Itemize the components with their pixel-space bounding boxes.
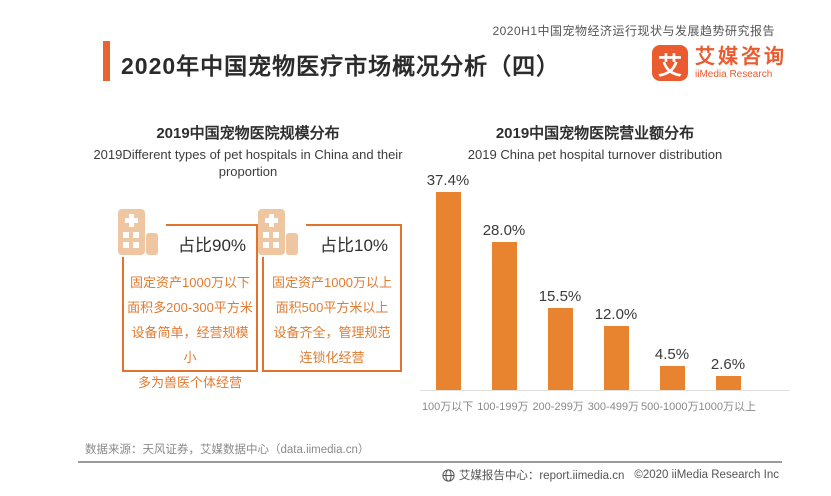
footer-copyright: 艾媒报告中心：report.iimedia.cn ©2020 iiMedia R…	[442, 467, 779, 483]
share-label: 占比10%	[319, 236, 389, 255]
category-label: 200-299万	[532, 401, 584, 413]
card-description-line: 面积多200-300平方米	[127, 300, 253, 315]
bar	[659, 366, 685, 390]
left-panel-title-cn: 2019中国宠物医院规模分布	[156, 125, 340, 142]
hospital-type-card-90pct: 占比90% 固定资产1000万以下 面积多200-300平方米 设备简单，经营规…	[118, 209, 258, 390]
x-axis-line	[420, 390, 790, 391]
imedia-logo-icon: 艾	[652, 45, 688, 81]
bar-value-label: 15.5%	[538, 288, 582, 305]
page-title: 2020年中国宠物医疗市场概况分析（四）	[121, 53, 561, 79]
hospital-type-card-10pct: 占比10% 固定资产1000万以上 面积500平方米以上 设备齐全，管理规范 连…	[258, 209, 402, 372]
title-accent-bar	[103, 41, 110, 81]
hospital-building-icon	[256, 209, 300, 259]
bar-group: 28.0%	[476, 222, 532, 390]
card-description-line: 多为兽医个体经营	[137, 375, 242, 390]
card-border	[166, 224, 258, 226]
card-description: 固定资产1000万以上 面积500平方米以上 设备齐全，管理规范 连锁化经营	[266, 270, 398, 370]
imedia-logo: 艾 艾媒咨询 iiMedia Research	[652, 45, 787, 81]
card-border	[262, 370, 402, 372]
turnover-bar-chart: 37.4% 28.0% 15.5% 12.0% 4.5% 2.6%	[420, 172, 756, 390]
bar-value-label: 37.4%	[426, 172, 470, 189]
bar-value-label: 12.0%	[594, 306, 638, 323]
card-description-line: 面积500平方米以上	[275, 300, 389, 315]
card-border	[262, 257, 264, 372]
card-border	[122, 257, 124, 372]
bar-group: 15.5%	[532, 288, 588, 390]
bar-group: 2.6%	[700, 356, 756, 390]
bar-value-label: 4.5%	[654, 346, 690, 363]
bar-group: 37.4%	[420, 172, 476, 390]
category-axis: 100万以下 100-199万 200-299万 300-499万 500-1000万 1…	[420, 398, 756, 414]
card-border	[256, 224, 258, 372]
bar	[603, 326, 629, 390]
bar	[435, 192, 461, 390]
footer-divider	[78, 461, 782, 463]
category-label: 100-199万	[477, 401, 529, 413]
category-label: 300-499万	[587, 401, 640, 413]
bar-value-label: 2.6%	[710, 356, 746, 373]
bar	[491, 242, 517, 390]
bar-value-label: 28.0%	[482, 222, 526, 239]
bar-group: 4.5%	[644, 346, 700, 390]
card-border	[306, 224, 402, 226]
card-description-line: 固定资产1000万以下	[130, 275, 250, 290]
card-description-line: 设备齐全，管理规范	[273, 325, 391, 340]
left-panel-title-en: 2019Different types of pet hospitals in …	[93, 147, 403, 179]
category-label: 1000万以上	[698, 401, 756, 413]
bar	[715, 376, 741, 390]
bar-group: 12.0%	[588, 306, 644, 390]
hospital-building-icon	[116, 209, 160, 259]
card-description-line: 设备简单，经营规模小	[131, 325, 249, 365]
card-border	[400, 224, 402, 372]
copyright-text: ©2020 iiMedia Research Inc	[634, 469, 779, 481]
logo-name-en: iiMedia Research	[695, 69, 773, 80]
card-description: 固定资产1000万以下 面积多200-300平方米 设备简单，经营规模小 多为兽…	[126, 270, 254, 395]
logo-name-cn: 艾媒咨询	[695, 46, 787, 68]
card-description-line: 固定资产1000万以上	[272, 275, 392, 290]
globe-icon	[442, 468, 455, 482]
card-border	[122, 370, 258, 372]
share-label: 占比90%	[177, 236, 247, 255]
category-label: 500-1000万	[641, 401, 699, 413]
report-center-link: 艾媒报告中心：report.iimedia.cn	[458, 470, 625, 482]
left-panel-header: 2019中国宠物医院规模分布 2019Different types of pe…	[62, 124, 434, 180]
right-panel-title-cn: 2019中国宠物医院营业额分布	[495, 125, 695, 142]
card-description-line: 连锁化经营	[299, 350, 365, 365]
right-panel-title-en: 2019 China pet hospital turnover distrib…	[467, 147, 723, 162]
right-panel-header: 2019中国宠物医院营业额分布 2019 China pet hospital …	[425, 124, 765, 163]
data-source-note: 数据来源：天风证券，艾媒数据中心（data.iimedia.cn）	[85, 444, 370, 456]
category-label: 100万以下	[421, 401, 474, 413]
report-tagline: 2020H1中国宠物经济运行现状与发展趋势研究报告	[492, 24, 775, 38]
bar	[547, 308, 573, 390]
